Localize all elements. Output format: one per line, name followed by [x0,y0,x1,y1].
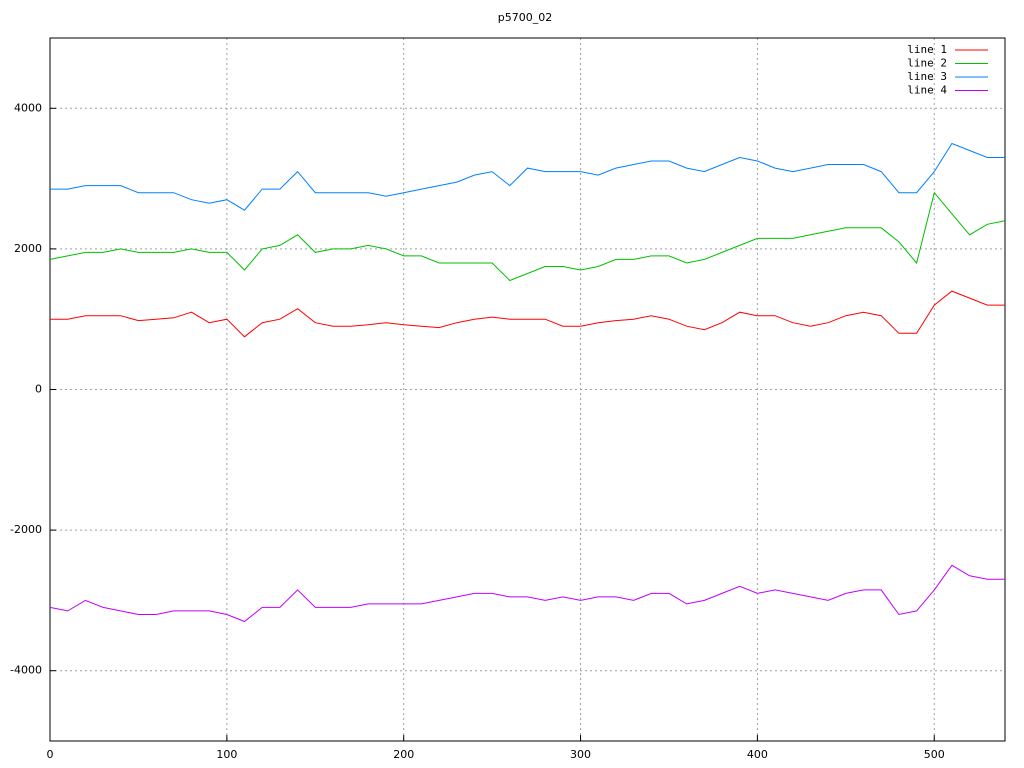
y-tick-label: -4000 [10,664,42,677]
chart-title: p5700_02 [498,11,552,24]
legend-label: line 4 [907,84,947,97]
x-tick-label: 400 [747,748,768,761]
y-tick-label: 2000 [14,242,42,255]
data-line [49,564,1005,623]
legend-label: line 2 [907,57,947,70]
legend-label: line 3 [907,70,947,83]
y-tick-label: 0 [35,383,42,396]
plot-border [49,37,1006,742]
data-line [49,191,1006,282]
x-tick-label: 100 [216,748,237,761]
x-tick-label: 300 [570,748,591,761]
x-tick-label: 0 [47,748,54,761]
data-line [50,142,1005,211]
x-tick-label: 500 [924,748,945,761]
y-tick-label: 4000 [14,101,42,114]
legend-label: line 1 [907,43,947,56]
data-line [50,290,1005,338]
y-tick-label: -2000 [10,523,42,536]
x-tick-label: 200 [393,748,414,761]
